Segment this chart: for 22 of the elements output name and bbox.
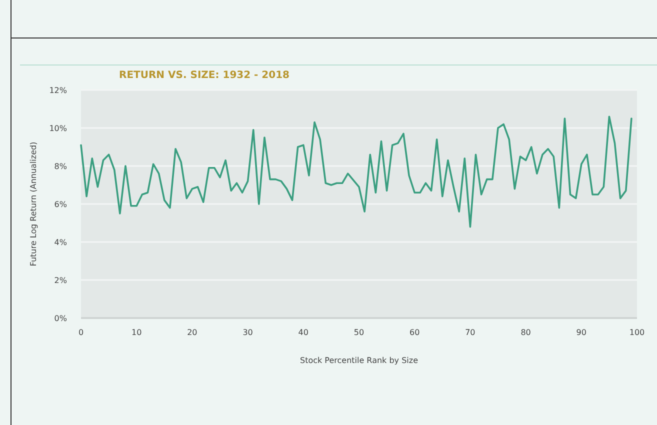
y-tick-label: 10%	[49, 124, 68, 133]
y-tick-label: 0%	[54, 314, 68, 323]
y-tick-label: 2%	[54, 276, 68, 285]
x-tick-label: 90	[576, 328, 586, 337]
x-tick-label: 10	[132, 328, 142, 337]
x-axis-title: Stock Percentile Rank by Size	[300, 356, 418, 365]
chart-title: RETURN VS. SIZE: 1932 - 2018	[119, 70, 290, 81]
x-tick-label: 60	[410, 328, 420, 337]
y-axis-title: Future Log Return (Annualized)	[29, 142, 38, 266]
x-tick-label: 100	[629, 328, 645, 337]
x-tick-label: 0	[78, 328, 84, 337]
x-tick-label: 80	[520, 328, 531, 337]
y-tick-label: 4%	[54, 238, 68, 247]
x-tick-label: 70	[465, 328, 476, 337]
x-tick-label: 50	[354, 328, 364, 337]
line-series	[80, 116, 632, 228]
x-tick-label: 40	[298, 328, 308, 337]
y-tick-label: 6%	[54, 200, 68, 209]
x-tick-label: 20	[187, 328, 198, 337]
y-tick-label: 8%	[54, 162, 68, 171]
y-tick-label: 12%	[49, 86, 68, 95]
x-tick-label: 30	[242, 328, 253, 337]
